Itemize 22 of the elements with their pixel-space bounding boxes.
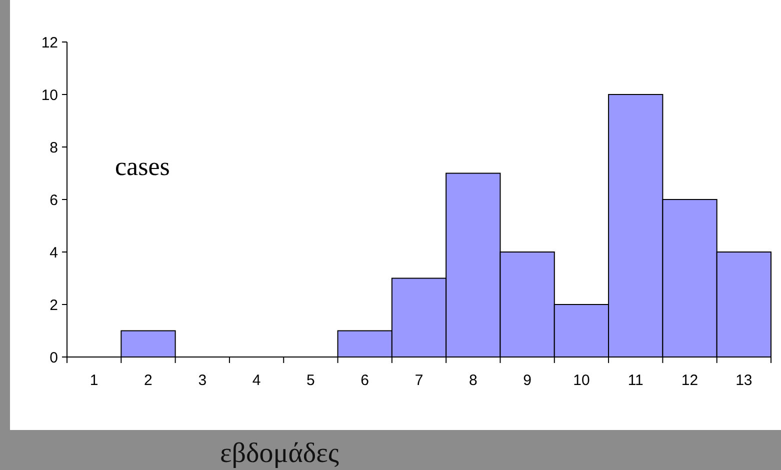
x-tick-label: 8 xyxy=(468,372,478,389)
x-tick-label: 12 xyxy=(681,372,698,389)
y-tick-label: 6 xyxy=(50,192,58,209)
x-tick-label: 4 xyxy=(252,372,261,389)
x-tick-label: 1 xyxy=(90,372,98,389)
y-tick-label: 8 xyxy=(50,139,58,156)
x-tick-label: 5 xyxy=(306,372,315,389)
y-tick-label: 2 xyxy=(50,296,58,314)
x-tick-label: 9 xyxy=(523,372,532,389)
x-tick-label: 3 xyxy=(198,372,207,389)
x-axis-title: εβδομάδες xyxy=(220,438,339,469)
x-tick-label: 2 xyxy=(144,372,152,389)
x-tick-label: 13 xyxy=(736,372,752,389)
y-tick-label: 10 xyxy=(41,86,58,104)
x-tick-label: 10 xyxy=(573,372,590,389)
x-tick-label: 11 xyxy=(628,372,644,389)
x-tick-label: 7 xyxy=(414,372,424,389)
x-tick-label: 6 xyxy=(360,372,370,389)
y-axis-title: cases xyxy=(115,152,170,181)
y-tick-label: 4 xyxy=(50,244,58,262)
y-tick-label: 0 xyxy=(50,349,58,366)
y-tick-label: 12 xyxy=(41,34,58,52)
